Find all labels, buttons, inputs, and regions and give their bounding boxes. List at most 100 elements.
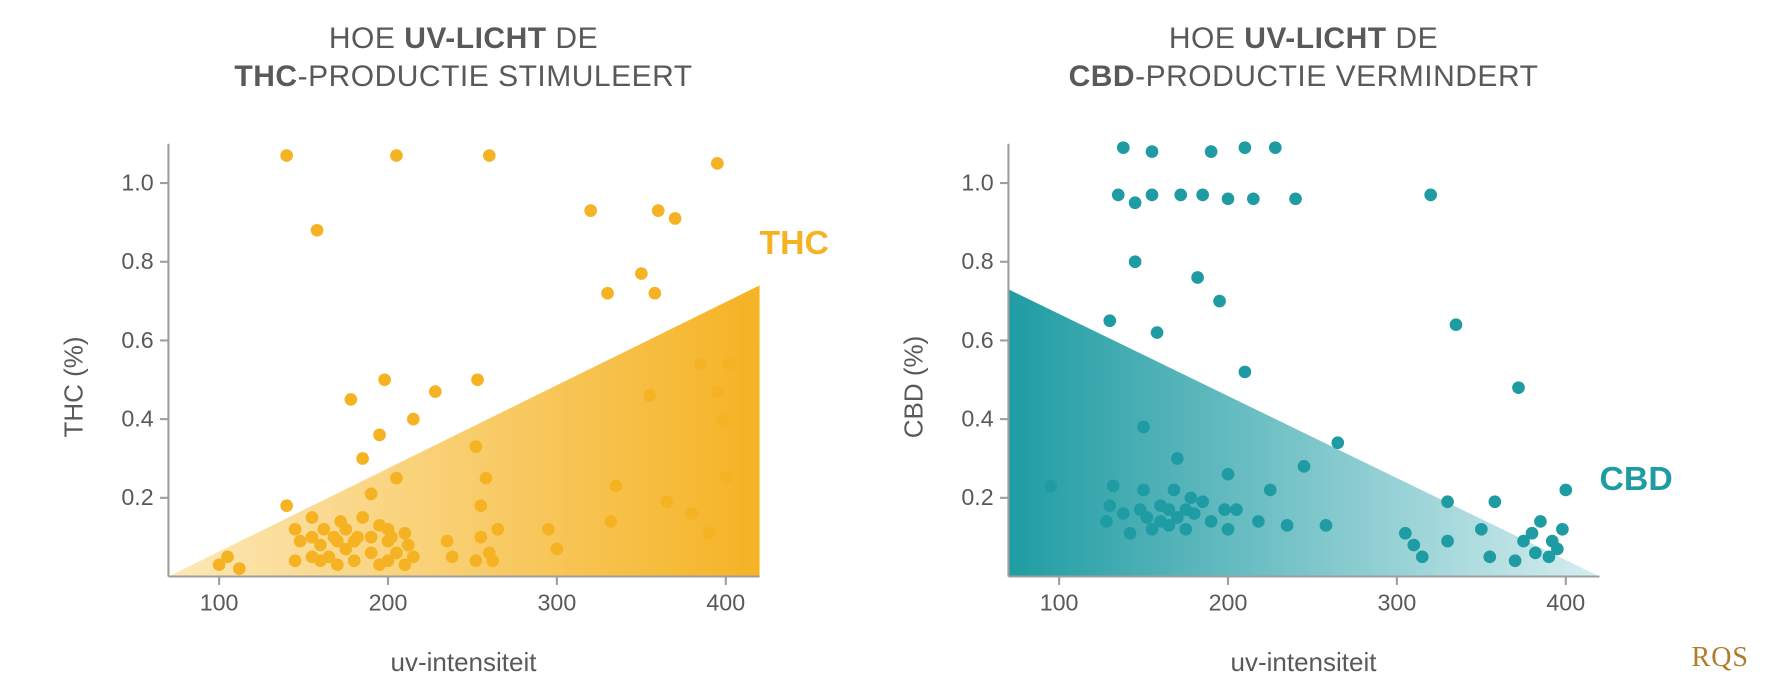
data-point xyxy=(1252,515,1265,528)
data-point xyxy=(609,480,622,493)
data-point xyxy=(407,413,420,426)
data-point xyxy=(1230,503,1243,516)
series-label: THC xyxy=(759,224,828,262)
data-point xyxy=(1171,452,1184,465)
data-point xyxy=(401,539,414,552)
data-point xyxy=(660,495,673,508)
y-tick-label: 0.6 xyxy=(121,327,153,353)
data-point xyxy=(317,523,330,536)
x-tick-label: 400 xyxy=(706,589,745,615)
data-point xyxy=(491,523,504,536)
data-point xyxy=(1551,543,1564,556)
data-point xyxy=(1525,527,1538,540)
data-point xyxy=(1137,421,1150,434)
data-point xyxy=(1441,535,1454,548)
data-point xyxy=(390,149,403,162)
data-point xyxy=(1204,515,1217,528)
data-point xyxy=(390,472,403,485)
data-point xyxy=(1331,436,1344,449)
data-point xyxy=(474,499,487,512)
data-point xyxy=(1289,192,1302,205)
trend-wedge xyxy=(168,285,759,576)
data-point xyxy=(347,554,360,567)
data-point xyxy=(1103,499,1116,512)
data-point xyxy=(601,287,614,300)
data-point xyxy=(469,554,482,567)
title-bold1: UV-LICHT xyxy=(1244,22,1386,55)
data-point xyxy=(314,539,327,552)
scatter-chart-thc: 1002003004000.20.40.60.81.0THC xyxy=(84,105,844,668)
charts-container: HOE UV-LICHT DE THC-PRODUCTIE STIMULEERT… xyxy=(0,0,1767,688)
y-tick-label: 0.2 xyxy=(121,484,153,510)
data-point xyxy=(445,550,458,563)
data-point xyxy=(1196,495,1209,508)
data-point xyxy=(604,515,617,528)
data-point xyxy=(1441,495,1454,508)
data-point xyxy=(1218,503,1231,516)
data-point xyxy=(1128,196,1141,209)
trend-wedge xyxy=(1008,289,1599,576)
data-point xyxy=(651,204,664,217)
data-point xyxy=(1263,484,1276,497)
x-tick-label: 300 xyxy=(537,589,576,615)
ylabel-thc: THC (%) xyxy=(58,336,89,437)
data-point xyxy=(722,358,735,371)
data-point xyxy=(351,531,364,544)
data-point xyxy=(483,149,496,162)
data-point xyxy=(364,547,377,560)
data-point xyxy=(1044,480,1057,493)
data-point xyxy=(1424,189,1437,202)
data-point xyxy=(471,373,484,386)
chart-wrap-thc: THC (%) 1002003004000.20.40.60.81.0THC u… xyxy=(84,105,844,668)
data-point xyxy=(1221,192,1234,205)
data-point xyxy=(1268,141,1281,154)
data-point xyxy=(1508,554,1521,567)
data-point xyxy=(1128,255,1141,268)
data-point xyxy=(1100,515,1113,528)
data-point xyxy=(685,507,698,520)
y-tick-label: 0.4 xyxy=(121,406,153,432)
title-cbd: HOE UV-LICHT DE CBD-PRODUCTIE VERMINDERT xyxy=(1069,20,1539,95)
data-point xyxy=(1483,550,1496,563)
title-bold1: UV-LICHT xyxy=(404,22,546,55)
data-point xyxy=(1111,189,1124,202)
data-point xyxy=(1140,511,1153,524)
panel-thc: HOE UV-LICHT DE THC-PRODUCTIE STIMULEERT… xyxy=(84,20,844,668)
data-point xyxy=(1106,480,1119,493)
data-point xyxy=(331,558,344,571)
title-mid: DE xyxy=(1387,22,1439,55)
xlabel-cbd: uv-intensiteit xyxy=(1231,647,1377,678)
title-pre: HOE xyxy=(329,22,404,55)
x-tick-label: 300 xyxy=(1377,589,1416,615)
data-point xyxy=(1247,192,1260,205)
title-mid: DE xyxy=(547,22,599,55)
y-tick-label: 0.6 xyxy=(961,327,993,353)
data-point xyxy=(407,550,420,563)
data-point xyxy=(310,224,323,237)
y-tick-label: 0.8 xyxy=(961,248,993,274)
ylabel-cbd: CBD (%) xyxy=(898,335,929,438)
y-tick-label: 0.4 xyxy=(961,406,993,432)
data-point xyxy=(356,511,369,524)
x-tick-label: 100 xyxy=(199,589,238,615)
data-point xyxy=(280,149,293,162)
title-bold2: CBD xyxy=(1069,60,1136,93)
y-tick-label: 0.2 xyxy=(961,484,993,510)
panel-cbd: HOE UV-LICHT DE CBD-PRODUCTIE VERMINDERT… xyxy=(924,20,1684,668)
data-point xyxy=(1137,484,1150,497)
data-point xyxy=(469,440,482,453)
data-point xyxy=(1238,366,1251,379)
data-point xyxy=(1213,295,1226,308)
data-point xyxy=(479,472,492,485)
data-point xyxy=(221,550,234,563)
data-point xyxy=(1399,527,1412,540)
data-point xyxy=(385,531,398,544)
data-point xyxy=(344,393,357,406)
data-point xyxy=(486,554,499,567)
data-point xyxy=(378,373,391,386)
data-point xyxy=(719,472,732,485)
title-thc: HOE UV-LICHT DE THC-PRODUCTIE STIMULEERT xyxy=(234,20,692,95)
data-point xyxy=(1512,381,1525,394)
data-point xyxy=(711,385,724,398)
data-point xyxy=(1221,523,1234,536)
